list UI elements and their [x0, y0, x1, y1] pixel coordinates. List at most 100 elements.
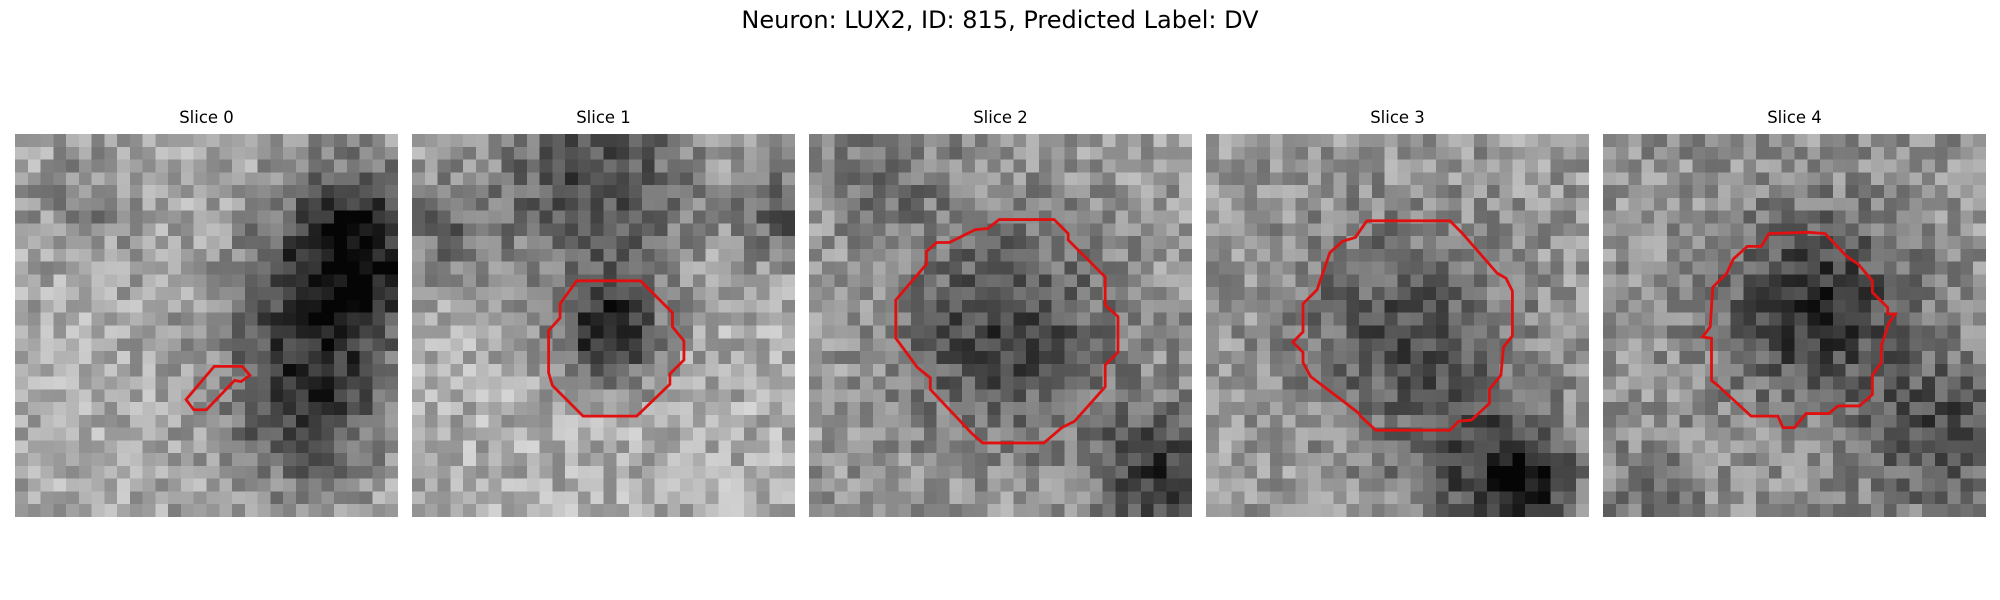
pixel [346, 440, 360, 454]
pixel [1231, 504, 1245, 517]
pixel [1448, 197, 1462, 211]
pixel [1845, 274, 1859, 288]
pixel [117, 210, 131, 224]
pixel [1089, 172, 1103, 186]
pixel [718, 312, 732, 326]
pixel [756, 427, 770, 441]
pixel [1179, 504, 1192, 517]
pixel [1896, 504, 1910, 517]
pixel [1435, 134, 1449, 148]
pixel [1832, 504, 1846, 517]
pixel [1781, 376, 1795, 390]
pixel [1705, 465, 1719, 479]
pixel [872, 159, 886, 173]
pixel [743, 172, 757, 186]
pixel [923, 185, 937, 199]
pixel [1397, 440, 1411, 454]
pixel [346, 363, 360, 377]
pixel [1654, 248, 1668, 262]
pixel [743, 210, 757, 224]
pixel [782, 389, 795, 403]
pixel [1512, 363, 1526, 377]
pixel [641, 261, 655, 275]
pixel [1115, 491, 1129, 505]
pixel [1537, 389, 1551, 403]
pixel [949, 134, 963, 148]
pixel [53, 159, 67, 173]
pixel [1628, 134, 1642, 148]
pixel [692, 172, 706, 186]
pixel [27, 287, 41, 301]
pixel [1384, 312, 1398, 326]
pixel [1166, 299, 1180, 313]
pixel [1947, 146, 1961, 160]
pixel [1282, 363, 1296, 377]
pixel [809, 325, 823, 339]
pixel [475, 146, 489, 160]
pixel [1371, 159, 1385, 173]
pixel [1244, 338, 1258, 352]
pixel [1922, 287, 1936, 301]
pixel [514, 261, 528, 275]
pixel [1550, 312, 1564, 326]
pixel [1845, 223, 1859, 237]
pixel [501, 478, 515, 492]
pixel [1423, 223, 1437, 237]
pixel [1512, 299, 1526, 313]
pixel [1179, 299, 1192, 313]
pixel [1832, 376, 1846, 390]
pixel [257, 134, 271, 148]
pixel [463, 414, 477, 428]
pixel [244, 248, 258, 262]
pixel [885, 248, 899, 262]
pixel [1269, 261, 1283, 275]
pixel [1206, 172, 1220, 186]
pixel-grid-3 [1206, 134, 1589, 517]
pixel [372, 159, 386, 173]
pixel [1435, 261, 1449, 275]
pixel [1384, 453, 1398, 467]
pixel [27, 376, 41, 390]
pixel [654, 376, 668, 390]
pixel [782, 351, 795, 365]
pixel [1244, 146, 1258, 160]
pixel [731, 351, 745, 365]
pixel [321, 185, 335, 199]
pixel [1743, 261, 1757, 275]
pixel [1102, 351, 1116, 365]
pixel [1282, 504, 1296, 517]
pixel [1679, 414, 1693, 428]
pixel [1845, 440, 1859, 454]
pixel [667, 453, 681, 467]
pixel [219, 185, 233, 199]
pixel [1730, 504, 1744, 517]
pixel [1820, 274, 1834, 288]
pixel [180, 491, 194, 505]
pixel [1550, 261, 1564, 275]
pixel [1717, 159, 1731, 173]
pixel [1140, 210, 1154, 224]
pixel [1384, 504, 1398, 517]
pixel [1832, 389, 1846, 403]
pixel [616, 363, 630, 377]
pixel [1960, 299, 1974, 313]
pixel [974, 504, 988, 517]
pixel [1461, 453, 1475, 467]
pixel [1282, 261, 1296, 275]
pixel [15, 414, 29, 428]
pixel [206, 274, 220, 288]
pixel [1730, 338, 1744, 352]
pixel [40, 427, 54, 441]
pixel [680, 376, 694, 390]
pixel [718, 427, 732, 441]
pixel [616, 453, 630, 467]
pixel [1486, 274, 1500, 288]
pixel [1858, 465, 1872, 479]
pixel [987, 427, 1001, 441]
pixel [1615, 440, 1629, 454]
pixel [1269, 465, 1283, 479]
pixel [1499, 287, 1513, 301]
pixel [872, 287, 886, 301]
pixel [283, 325, 297, 339]
pixel [847, 185, 861, 199]
